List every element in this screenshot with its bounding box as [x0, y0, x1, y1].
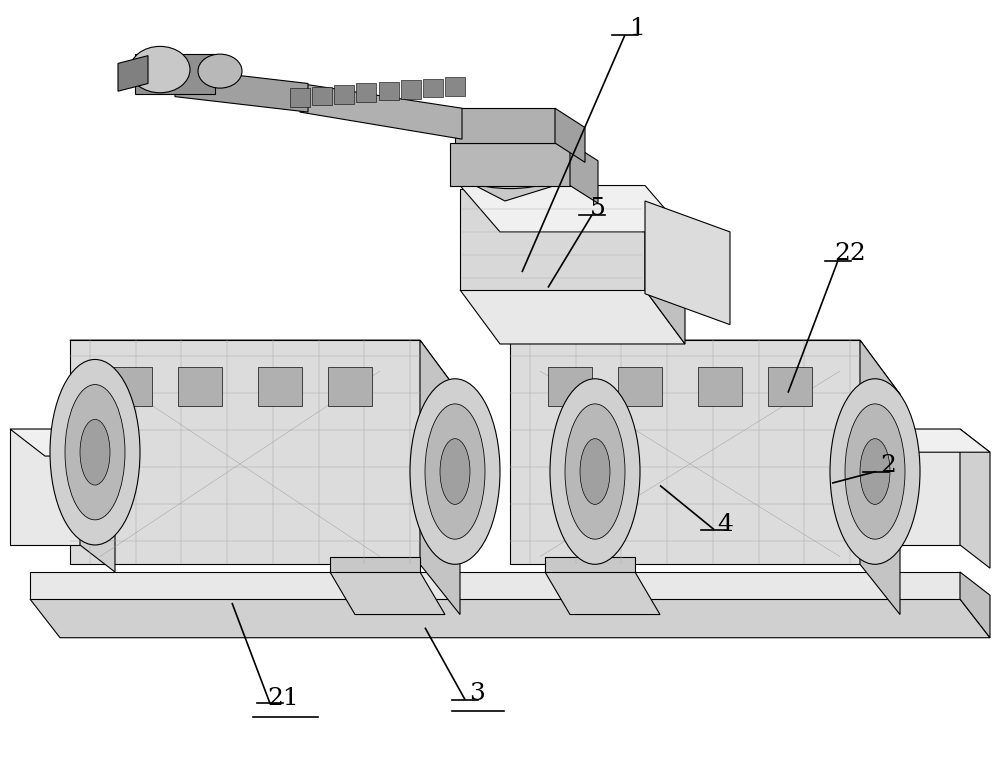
Polygon shape	[555, 108, 585, 162]
Polygon shape	[330, 572, 445, 615]
Polygon shape	[30, 572, 960, 599]
Polygon shape	[10, 429, 80, 545]
Polygon shape	[70, 340, 420, 564]
Polygon shape	[960, 429, 990, 568]
Polygon shape	[328, 367, 372, 406]
Text: 5: 5	[590, 197, 606, 220]
Ellipse shape	[830, 379, 920, 564]
Ellipse shape	[65, 385, 125, 519]
Ellipse shape	[440, 438, 470, 504]
Polygon shape	[455, 108, 555, 143]
Ellipse shape	[425, 404, 485, 539]
Polygon shape	[545, 572, 660, 615]
Ellipse shape	[550, 379, 640, 564]
Polygon shape	[645, 189, 685, 344]
Polygon shape	[885, 429, 960, 545]
Polygon shape	[645, 201, 730, 325]
Ellipse shape	[845, 404, 905, 539]
Ellipse shape	[580, 438, 610, 504]
Polygon shape	[510, 340, 860, 564]
Text: 22: 22	[834, 242, 866, 265]
Polygon shape	[860, 340, 900, 615]
Polygon shape	[379, 82, 399, 100]
Polygon shape	[460, 290, 685, 344]
Polygon shape	[420, 340, 460, 615]
Ellipse shape	[860, 438, 890, 504]
Ellipse shape	[410, 379, 500, 564]
Polygon shape	[460, 189, 645, 290]
Ellipse shape	[50, 359, 140, 545]
Polygon shape	[356, 83, 376, 102]
Ellipse shape	[80, 419, 110, 485]
Polygon shape	[401, 80, 421, 99]
Polygon shape	[960, 572, 990, 638]
Text: 21: 21	[267, 686, 299, 710]
Polygon shape	[290, 88, 310, 107]
Polygon shape	[445, 77, 465, 96]
Polygon shape	[312, 87, 332, 105]
Polygon shape	[460, 162, 555, 201]
Polygon shape	[334, 85, 354, 104]
Polygon shape	[30, 599, 990, 638]
Polygon shape	[510, 340, 900, 394]
Polygon shape	[118, 56, 148, 91]
Polygon shape	[70, 340, 460, 394]
Polygon shape	[178, 367, 222, 406]
Polygon shape	[300, 83, 462, 139]
Text: 2: 2	[880, 454, 896, 477]
Polygon shape	[545, 557, 635, 572]
Polygon shape	[10, 429, 115, 456]
Polygon shape	[548, 367, 592, 406]
Polygon shape	[108, 367, 152, 406]
Text: 1: 1	[630, 17, 646, 40]
Polygon shape	[175, 68, 308, 112]
Polygon shape	[618, 367, 662, 406]
Polygon shape	[450, 143, 570, 186]
Ellipse shape	[565, 404, 625, 539]
Polygon shape	[423, 79, 443, 97]
Text: 3: 3	[469, 682, 485, 705]
Polygon shape	[80, 429, 115, 572]
Polygon shape	[258, 367, 302, 406]
Text: 4: 4	[717, 512, 733, 536]
Polygon shape	[460, 186, 685, 232]
Polygon shape	[768, 367, 812, 406]
Circle shape	[198, 54, 242, 88]
Ellipse shape	[452, 144, 568, 189]
Polygon shape	[570, 143, 598, 203]
Polygon shape	[698, 367, 742, 406]
Polygon shape	[885, 429, 990, 452]
Circle shape	[130, 46, 190, 93]
Polygon shape	[330, 557, 420, 572]
Polygon shape	[135, 54, 215, 94]
